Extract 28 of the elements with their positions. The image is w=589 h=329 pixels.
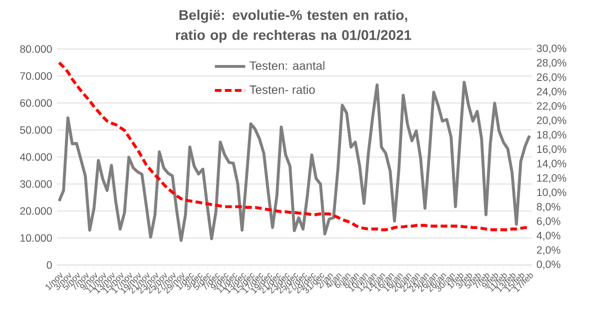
y2-tick-label: 24,0% xyxy=(536,88,566,97)
y2-tick-label: 2,0% xyxy=(536,246,560,255)
y-tick-label: 0 xyxy=(46,261,52,269)
chart-title: België: evolutie-% testen en ratio, ratio op de rechteras na 01/01/2021 xyxy=(176,10,412,43)
y2-tick-label: 26,0% xyxy=(536,73,566,82)
y2-tick-label: 16,0% xyxy=(537,145,566,154)
y-tick-label: 60.000 xyxy=(20,99,52,107)
y2-tick-label: 12,0% xyxy=(537,174,566,183)
y-tick-label: 80.000 xyxy=(20,45,52,53)
y2-tick-label: 22,0% xyxy=(536,102,566,112)
y2-tick-label: 14,0% xyxy=(537,160,566,169)
y2-tick-label: 18,0% xyxy=(537,131,566,140)
y-tick-label: 30.000 xyxy=(20,180,52,188)
y-tick-label: 50.000 xyxy=(20,126,52,134)
y2-tick-label: 28,0% xyxy=(536,59,566,68)
y2-tick-label: 6,0% xyxy=(536,217,560,226)
y2-tick-label: 20,0% xyxy=(536,116,566,126)
y-tick-label: 10.000 xyxy=(20,234,52,242)
legend-label: Testen: aantal xyxy=(250,61,324,70)
y2-tick-label: 4,0% xyxy=(536,232,560,241)
y-tick-label: 70.000 xyxy=(20,72,52,80)
y2-tick-label: 8,0% xyxy=(536,203,560,212)
y2-tick-label: 30,0% xyxy=(536,44,566,54)
y-tick-label: 40.000 xyxy=(20,153,52,161)
y2-tick-label: 0,0% xyxy=(536,260,560,270)
y2-tick-label: 10,0% xyxy=(537,188,566,198)
y-tick-label: 20.000 xyxy=(20,207,52,215)
legend-label: Testen- ratio xyxy=(250,85,315,94)
